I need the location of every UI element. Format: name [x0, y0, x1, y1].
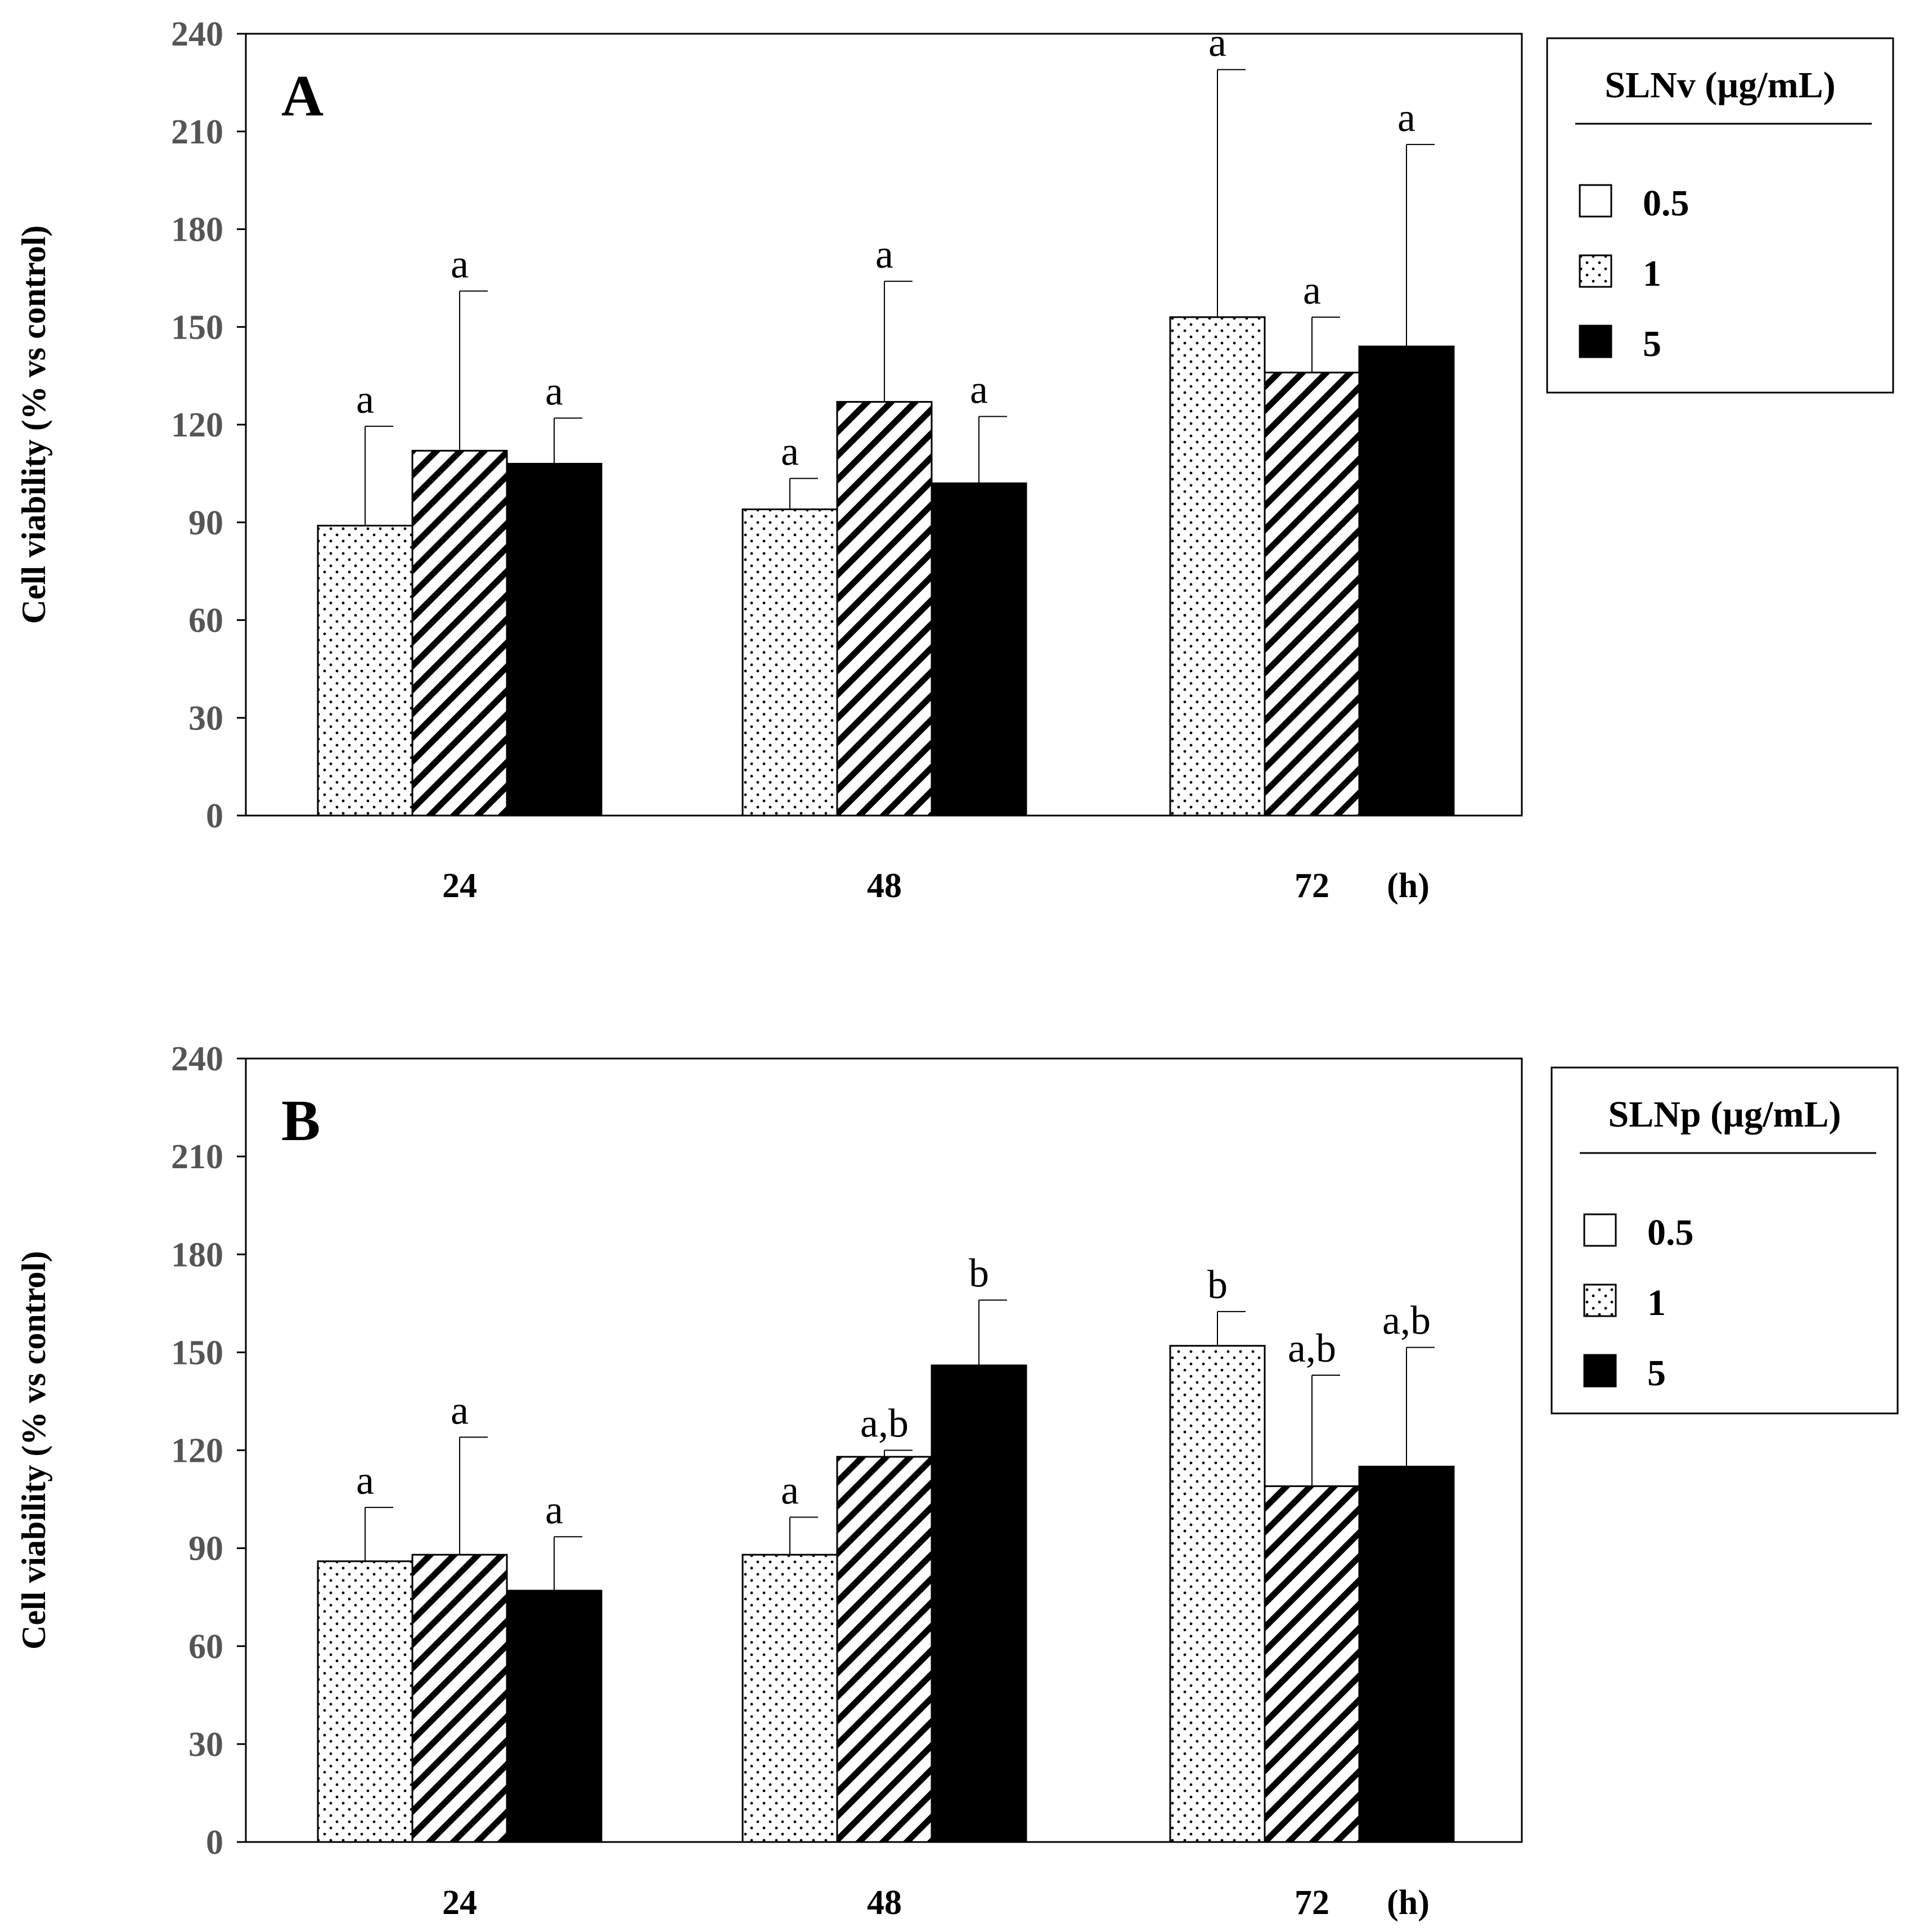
- y-tick-label: 90: [188, 1530, 223, 1568]
- y-axis-label: Cell viability (% vs control): [15, 1251, 52, 1650]
- x-tick-label: 24: [442, 1884, 477, 1922]
- y-tick-label: 210: [171, 1138, 223, 1176]
- bar: [1264, 371, 1360, 817]
- legend-entry-label: 1: [1643, 253, 1661, 294]
- x-tick-label: 48: [867, 1884, 902, 1922]
- legend-entry-label: 0.5: [1643, 183, 1689, 224]
- y-tick-label: 120: [171, 406, 223, 444]
- significance-label: a,b: [1288, 1326, 1336, 1371]
- y-tick-label: 0: [206, 1823, 223, 1862]
- y-tick-label: 60: [188, 1628, 223, 1666]
- significance-label: a,b: [1382, 1298, 1431, 1343]
- bar: [931, 482, 1027, 817]
- chart-panel-a: 0 30 60 90 120 150 180 210 240 Cell viability (% …: [15, 15, 1894, 905]
- bar: [836, 1456, 933, 1843]
- significance-label: a,b: [860, 1401, 909, 1446]
- significance-label: b: [969, 1251, 989, 1296]
- significance-label: b: [1207, 1262, 1228, 1307]
- legend-swatch: [1583, 1213, 1617, 1247]
- x-tick-label: 24: [442, 867, 477, 905]
- y-axis-label: Cell viability (% vs control): [15, 226, 52, 624]
- panel-letter: A: [281, 64, 323, 128]
- bar: [317, 525, 414, 817]
- significance-label: a: [875, 232, 893, 277]
- significance-label: a: [781, 429, 799, 474]
- bar: [741, 1553, 838, 1843]
- bar: [1358, 345, 1455, 817]
- bar: [1169, 316, 1266, 817]
- significance-label: a: [451, 242, 469, 287]
- y-tick-label: 90: [188, 504, 223, 542]
- bar: [1264, 1485, 1360, 1843]
- y-tick-label: 30: [188, 1726, 223, 1764]
- bar: [506, 463, 603, 817]
- y-tick-label: 210: [171, 113, 223, 151]
- chart-panel-b: 0 30 60 90 120 150 180 210 240 Cell viability (% …: [15, 1040, 1899, 1922]
- significance-label: a: [970, 367, 988, 412]
- significance-label: a: [545, 1487, 563, 1532]
- bar: [1169, 1345, 1266, 1843]
- significance-label: a: [1303, 268, 1321, 313]
- legend-swatch: [1579, 254, 1612, 288]
- significance-label: a: [356, 377, 374, 422]
- legend-title: SLNp (µg/mL): [1608, 1094, 1841, 1135]
- y-tick-label: 0: [206, 797, 223, 835]
- x-axis-unit: (h): [1387, 867, 1430, 905]
- legend-swatch: [1583, 1284, 1617, 1317]
- significance-label: a: [545, 368, 563, 413]
- x-tick-label: 72: [1295, 867, 1329, 905]
- significance-label: a: [1208, 20, 1226, 65]
- legend-entry-label: 0.5: [1647, 1212, 1694, 1253]
- y-tick-label: 30: [188, 699, 223, 737]
- y-tick-label: 240: [171, 15, 223, 53]
- y-tick-label: 150: [171, 1334, 223, 1372]
- y-tick-label: 150: [171, 308, 223, 346]
- bar: [836, 400, 933, 817]
- panel-letter: B: [281, 1088, 320, 1153]
- significance-label: a: [356, 1458, 374, 1503]
- bar: [506, 1589, 603, 1843]
- legend-swatch: [1583, 1354, 1617, 1388]
- legend-entry-label: 5: [1643, 323, 1661, 364]
- y-tick-label: 180: [171, 211, 223, 249]
- y-tick-label: 240: [171, 1040, 223, 1078]
- y-tick-label: 180: [171, 1236, 223, 1274]
- significance-label: a: [781, 1467, 799, 1512]
- bar: [411, 1553, 508, 1843]
- bar: [411, 449, 508, 817]
- legend-entry-label: 1: [1647, 1282, 1666, 1323]
- bar: [741, 508, 838, 817]
- legend-swatch: [1579, 325, 1612, 358]
- bar: [931, 1364, 1027, 1843]
- legend-entry-label: 5: [1647, 1353, 1666, 1394]
- y-tick-label: 60: [188, 602, 223, 640]
- legend-swatch: [1579, 184, 1612, 218]
- significance-label: a: [451, 1388, 469, 1433]
- x-axis-unit: (h): [1387, 1884, 1430, 1922]
- bar: [317, 1560, 414, 1843]
- bar: [1358, 1466, 1455, 1843]
- legend-title: SLNv (µg/mL): [1605, 65, 1835, 106]
- significance-label: a: [1397, 95, 1415, 140]
- y-tick-label: 120: [171, 1432, 223, 1470]
- x-tick-label: 72: [1295, 1884, 1329, 1922]
- x-tick-label: 48: [867, 867, 902, 905]
